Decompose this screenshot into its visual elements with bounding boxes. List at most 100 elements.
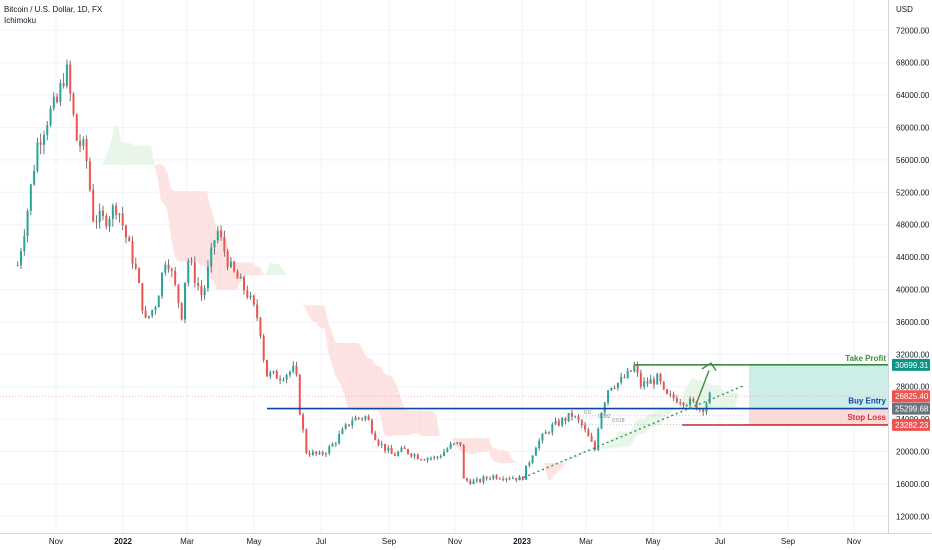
- candle-body: [308, 453, 311, 455]
- candle-body: [420, 459, 423, 461]
- cloud-segment: [269, 263, 273, 276]
- cloud-segment: [561, 463, 565, 469]
- indicator-label[interactable]: Ichimoku: [4, 16, 37, 25]
- cloud-segment: [393, 379, 398, 436]
- cloud-segment: [187, 191, 191, 262]
- candle-body: [105, 215, 108, 227]
- candle-body: [88, 161, 91, 190]
- candle-body: [380, 443, 383, 446]
- candle-body: [95, 221, 98, 223]
- cloud-segment: [75, 186, 79, 196]
- ichimoku-cloud: [46, 124, 739, 480]
- y-tick-label: 20000.00: [896, 448, 930, 457]
- candle-body: [124, 225, 127, 238]
- candle-body: [288, 371, 291, 375]
- candle-body: [629, 370, 632, 372]
- cloud-segment: [282, 267, 286, 276]
- cloud-segment: [170, 187, 175, 254]
- cloud-segment: [413, 410, 417, 434]
- candle-body: [180, 302, 183, 320]
- cloud-segment: [311, 305, 316, 321]
- cloud-segment: [367, 358, 371, 411]
- candle-body: [269, 372, 272, 377]
- candle-body: [574, 416, 577, 418]
- cloud-segment: [328, 322, 332, 363]
- candle-body: [695, 401, 698, 410]
- cloud-segment: [344, 342, 348, 408]
- cloud-segment: [511, 458, 516, 464]
- cloud-segment: [144, 145, 148, 166]
- take-profit-label: Take Profit: [845, 354, 886, 363]
- cloud-segment: [685, 383, 689, 408]
- candle-body: [485, 476, 488, 479]
- cloud-segment: [69, 200, 73, 204]
- candle-body: [472, 480, 475, 485]
- cloud-segment: [121, 143, 125, 166]
- cloud-segment: [360, 345, 365, 411]
- cloud-segment: [636, 418, 640, 436]
- candle-body: [36, 142, 39, 171]
- cloud-segment: [157, 164, 161, 202]
- cloud-segment: [249, 262, 253, 276]
- cloud-segment: [128, 143, 132, 166]
- x-tick-label: May: [645, 537, 660, 546]
- candle-body: [580, 420, 583, 426]
- candle-body: [616, 382, 619, 388]
- cloud-segment: [377, 365, 381, 415]
- candle-body: [390, 447, 393, 455]
- cloud-segment: [115, 124, 119, 166]
- target-zone: [749, 364, 888, 409]
- cloud-segment: [646, 413, 650, 432]
- cloud-segment: [475, 438, 480, 454]
- cloud-segment: [725, 391, 729, 408]
- symbol-title[interactable]: Bitcoin / U.S. Dollar, 1D, FX: [4, 5, 103, 14]
- candle-body: [584, 425, 587, 430]
- cloud-segment: [715, 385, 719, 408]
- cloud-segment: [416, 410, 421, 436]
- candle-body: [666, 389, 669, 394]
- cloud-segment: [429, 410, 434, 437]
- candle-body: [318, 452, 321, 454]
- candle-body: [541, 433, 544, 441]
- candle-body: [488, 478, 491, 480]
- x-tick-label: Jul: [316, 537, 326, 546]
- cloud-segment: [331, 330, 335, 375]
- cloud-segment: [472, 438, 476, 454]
- candle-body: [603, 402, 606, 413]
- cloud-segment: [301, 303, 306, 308]
- candle-body: [347, 424, 350, 426]
- cloud-segment: [46, 258, 50, 266]
- candle-body: [98, 210, 101, 222]
- candle-body: [236, 271, 239, 279]
- y-tick-label: 44000.00: [896, 253, 930, 262]
- candle-body: [620, 377, 623, 383]
- candle-body: [79, 140, 82, 147]
- cloud-segment: [206, 191, 211, 279]
- candle-body: [85, 139, 88, 162]
- x-tick-label: Nov: [448, 537, 462, 546]
- cloud-segment: [600, 446, 604, 449]
- fib-label: 0.382: [598, 414, 611, 420]
- candle-body: [328, 446, 331, 454]
- cloud-segment: [603, 446, 607, 449]
- cloud-segment: [410, 410, 414, 435]
- candle-body: [567, 412, 570, 422]
- candle-body: [210, 247, 213, 267]
- cloud-segment: [118, 127, 122, 166]
- candle-body: [75, 114, 78, 141]
- candle-body: [141, 283, 144, 311]
- candle-body: [167, 264, 170, 270]
- cloud-segment: [219, 229, 224, 291]
- candle-body: [49, 108, 52, 126]
- price-axis: USD 72000.00 68000.00 64000.00 60000.00 56000…: [888, 0, 930, 533]
- candle-body: [56, 96, 59, 103]
- y-tick-label: 36000.00: [896, 318, 930, 327]
- candle-body: [197, 283, 200, 287]
- candle-body: [607, 390, 610, 403]
- candle-body: [229, 261, 232, 268]
- candle-body: [403, 447, 406, 450]
- candle-body: [669, 393, 672, 395]
- candle-body: [410, 453, 413, 457]
- candle-body: [466, 478, 469, 481]
